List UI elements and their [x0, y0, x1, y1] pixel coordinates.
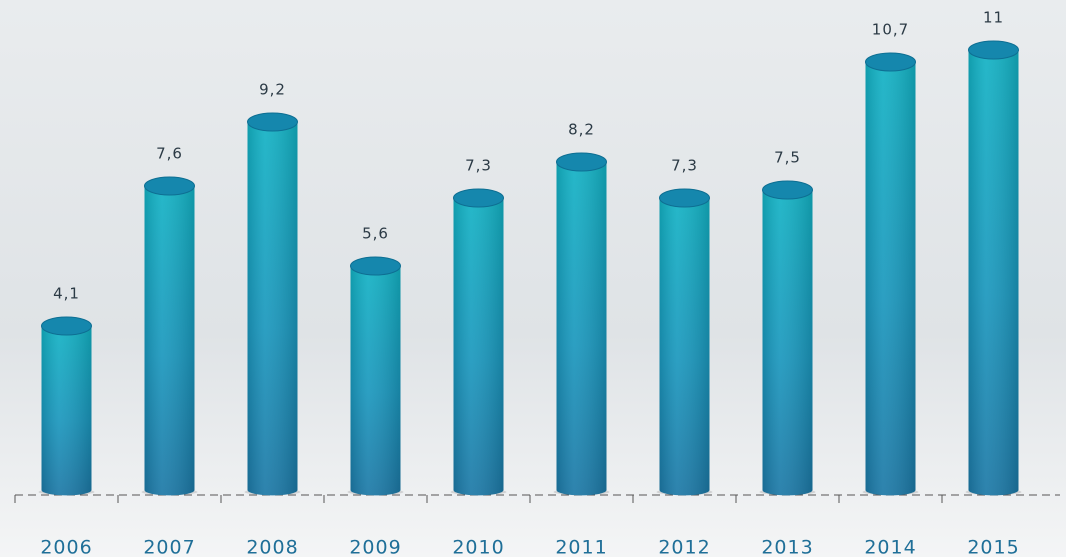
bar-top	[42, 317, 92, 335]
value-label: 7,3	[465, 157, 492, 175]
chart: 2006 4,1 2007 7,6 2008 9,2 2009 5,6 2010 7,3 2011 8…	[0, 0, 1066, 557]
bar-top	[454, 189, 504, 207]
bar-shade	[866, 62, 916, 495]
value-label: 4,1	[53, 285, 80, 303]
value-label: 5,6	[362, 225, 389, 243]
x-tick-label: 2010	[452, 537, 504, 557]
value-label: 11	[983, 9, 1004, 27]
x-tick-label: 2014	[864, 537, 916, 557]
bar-shade	[454, 198, 504, 495]
bar-top	[351, 257, 401, 275]
bar-shade	[351, 266, 401, 495]
bar-shade	[42, 326, 92, 495]
value-label: 8,2	[568, 121, 595, 139]
bar-top	[557, 153, 607, 171]
x-tick-label: 2012	[658, 537, 710, 557]
value-label: 9,2	[259, 81, 286, 99]
x-tick-label: 2007	[143, 537, 195, 557]
x-tick-label: 2006	[40, 537, 92, 557]
bar-top	[866, 53, 916, 71]
x-tick-label: 2009	[349, 537, 401, 557]
x-tick-label: 2011	[555, 537, 607, 557]
bar-top	[969, 41, 1019, 59]
value-label: 7,3	[671, 157, 698, 175]
value-label: 10,7	[872, 21, 909, 39]
x-tick-label: 2013	[761, 537, 813, 557]
bar-shade	[557, 162, 607, 495]
x-tick-label: 2008	[246, 537, 298, 557]
bar-shade	[969, 50, 1019, 495]
value-label: 7,6	[156, 145, 183, 163]
bar-shade	[660, 198, 710, 495]
bar-top	[763, 181, 813, 199]
bar-shade	[763, 190, 813, 495]
bar-top	[145, 177, 195, 195]
bar-shade	[248, 122, 298, 495]
bar-shade	[145, 186, 195, 495]
value-label: 7,5	[774, 149, 801, 167]
bar-top	[660, 189, 710, 207]
bar-top	[248, 113, 298, 131]
x-tick-label: 2015	[967, 537, 1019, 557]
